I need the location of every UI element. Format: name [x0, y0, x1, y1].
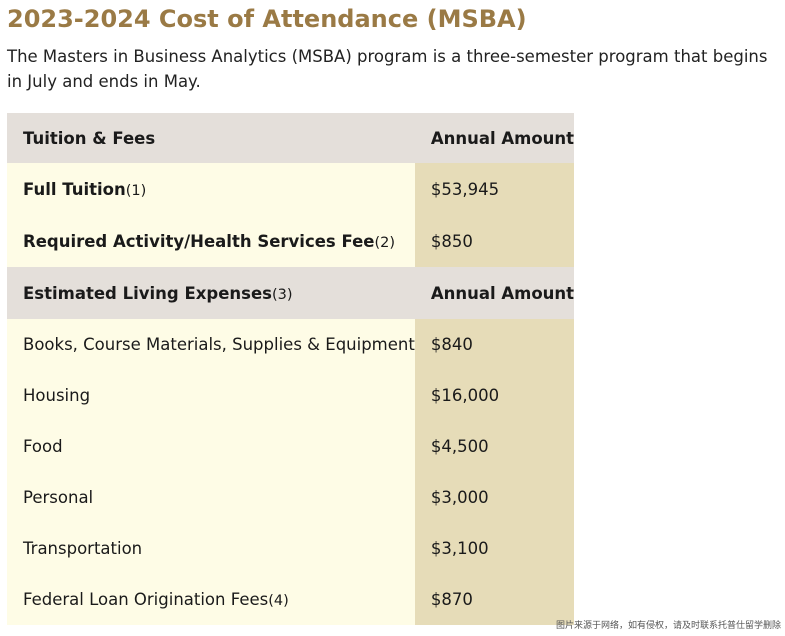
footnote-ref: (3)	[271, 286, 293, 303]
watermark-text: 图片来源于网络，如有侵权，请及时联系托普仕留学删除	[555, 621, 781, 631]
tuition-header-label: Tuition & Fees	[7, 113, 415, 163]
row-amount: $870	[414, 574, 575, 625]
row-amount: $3,000	[414, 472, 575, 523]
row-label: Housing	[7, 370, 415, 421]
table-row: Food $4,500	[7, 421, 575, 472]
row-label: Federal Loan Origination Fees	[23, 590, 269, 609]
footnote-ref: (1)	[125, 182, 147, 199]
table-row: Books, Course Materials, Supplies & Equi…	[7, 319, 575, 370]
living-header-amount: Annual Amount	[414, 267, 575, 319]
cost-table: Tuition & Fees Annual Amount Full Tuitio…	[7, 113, 575, 625]
row-label-full-tuition: Full Tuition	[23, 179, 126, 199]
page-title: 2023-2024 Cost of Attendance (MSBA)	[7, 5, 527, 33]
table-row: Federal Loan Origination Fees(4) $870	[7, 574, 575, 625]
tuition-header-row: Tuition & Fees Annual Amount	[7, 113, 575, 163]
table-row: Housing $16,000	[7, 370, 575, 421]
footnote-ref: (4)	[268, 593, 289, 609]
living-header-row: Estimated Living Expenses(3) Annual Amou…	[7, 267, 575, 319]
row-amount: $16,000	[414, 370, 575, 421]
table-row: Transportation $3,100	[7, 523, 575, 574]
row-amount: $4,500	[414, 421, 575, 472]
tuition-header-amount: Annual Amount	[414, 113, 575, 163]
row-label: Books, Course Materials, Supplies & Equi…	[7, 319, 415, 370]
row-amount: $3,100	[414, 523, 575, 574]
table-row: Required Activity/Health Services Fee(2)…	[7, 215, 575, 267]
row-amount: $840	[414, 319, 575, 370]
row-label: Personal	[7, 472, 415, 523]
row-amount: $53,945	[414, 163, 575, 215]
intro-paragraph: The Masters in Business Analytics (MSBA)…	[7, 47, 768, 91]
row-amount: $850	[414, 215, 575, 267]
living-header-label: Estimated Living Expenses	[23, 283, 272, 303]
row-label: Transportation	[7, 523, 415, 574]
table-row: Personal $3,000	[7, 472, 575, 523]
table-row: Full Tuition(1) $53,945	[7, 163, 575, 215]
row-label-activity-fee: Required Activity/Health Services Fee	[23, 231, 375, 251]
row-label: Food	[7, 421, 415, 472]
footnote-ref: (2)	[374, 234, 396, 251]
